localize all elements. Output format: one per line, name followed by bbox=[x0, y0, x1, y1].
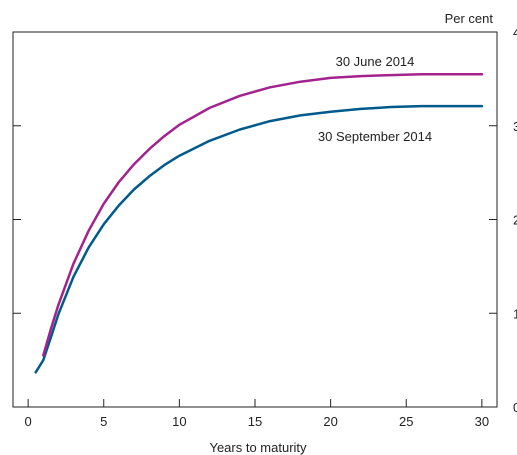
x-axis-title: Years to maturity bbox=[209, 440, 307, 455]
y-tick-label: 3 bbox=[513, 119, 517, 134]
x-tick-label: 20 bbox=[323, 414, 337, 429]
series-label-september: 30 September 2014 bbox=[318, 129, 432, 144]
series-lines bbox=[34, 72, 484, 374]
x-tick-label: 5 bbox=[100, 414, 107, 429]
x-tick-label: 30 bbox=[475, 414, 489, 429]
series-label-june: 30 June 2014 bbox=[336, 54, 415, 69]
x-tick-label: 10 bbox=[172, 414, 186, 429]
x-tick-label: 25 bbox=[399, 414, 413, 429]
y-tick-label: 4 bbox=[513, 25, 517, 40]
plot-frame bbox=[12, 31, 498, 408]
series-line bbox=[42, 72, 484, 357]
x-axis-ticks: 0 5 10 15 20 25 30 bbox=[25, 399, 489, 429]
y-tick-label: 2 bbox=[513, 213, 517, 228]
x-tick-label: 0 bbox=[25, 414, 32, 429]
x-tick-label: 15 bbox=[248, 414, 262, 429]
y-axis-ticks: 0 1 2 3 4 bbox=[13, 25, 517, 415]
series-line bbox=[34, 104, 484, 374]
y-tick-label: 0 bbox=[513, 400, 517, 415]
y-axis-unit-label: Per cent bbox=[445, 11, 494, 26]
y-tick-label: 1 bbox=[513, 306, 517, 321]
